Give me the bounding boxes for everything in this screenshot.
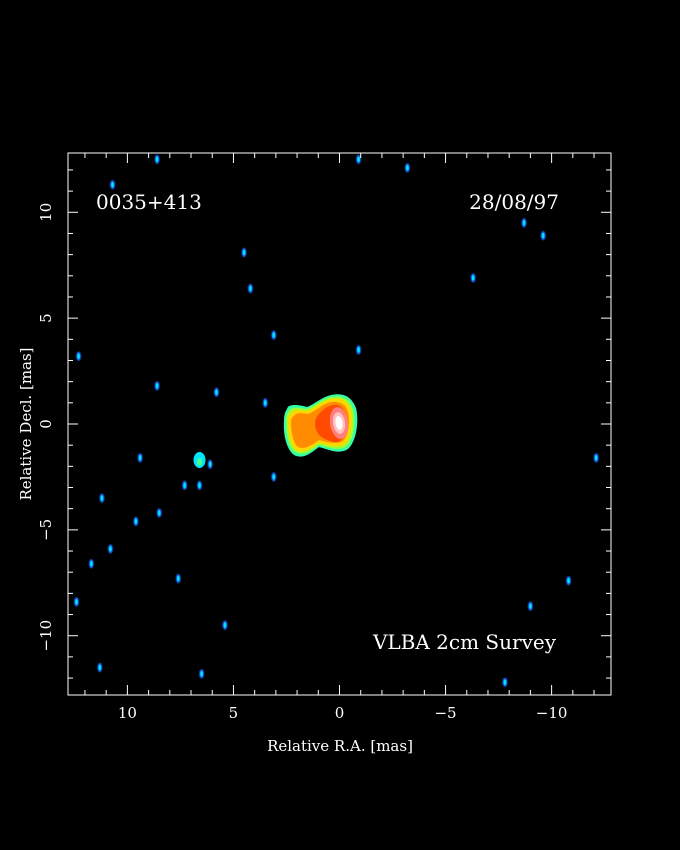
source-emission — [283, 394, 358, 457]
axis-tick-labels: 10 5 0 −5 −10 10 5 0 −5 −10 — [37, 203, 567, 722]
noise-feature — [593, 453, 599, 463]
y-tick-label: −5 — [37, 519, 55, 541]
noise-feature — [110, 180, 115, 190]
noise-feature — [182, 480, 188, 490]
x-tick-label: 0 — [335, 704, 345, 722]
noise-feature — [133, 516, 139, 526]
noise-feature — [470, 273, 476, 283]
noise-feature — [540, 230, 546, 241]
noise-feature — [241, 247, 247, 258]
core-peak — [335, 416, 343, 430]
axis-ticks — [68, 153, 611, 695]
noise-feature — [156, 508, 162, 518]
noise-feature — [76, 351, 82, 361]
noise-feature — [154, 154, 160, 164]
noise-feature — [271, 330, 277, 340]
noise-feature — [404, 163, 410, 173]
noise-feature — [175, 573, 181, 584]
survey-label: VLBA 2cm Survey — [372, 630, 557, 654]
noise-feature — [197, 480, 202, 490]
noise-feature — [74, 597, 79, 607]
noise-feature — [199, 669, 205, 679]
noise-feature — [521, 218, 527, 228]
observation-date-label: 28/08/97 — [469, 190, 559, 214]
y-tick-label: 5 — [37, 313, 55, 323]
source-name-label: 0035+413 — [96, 190, 202, 214]
y-axis-title: Relative Decl. [mas] — [17, 347, 35, 500]
noise-feature — [108, 544, 113, 554]
noise-feature — [154, 381, 160, 391]
noise-features — [74, 154, 599, 687]
noise-feature — [271, 472, 277, 482]
y-tick-label: −10 — [37, 620, 55, 652]
noise-feature — [527, 601, 533, 611]
noise-feature — [99, 493, 105, 503]
y-tick-label: 0 — [37, 419, 55, 429]
noise-feature — [214, 387, 219, 397]
noise-feature — [356, 154, 361, 164]
x-axis-title: Relative R.A. [mas] — [267, 737, 413, 755]
x-tick-label: 10 — [118, 704, 137, 722]
noise-feature — [137, 453, 143, 463]
x-tick-label: 5 — [229, 704, 239, 722]
noise-knot — [193, 451, 206, 468]
x-tick-label: −5 — [434, 704, 456, 722]
noise-feature — [262, 398, 268, 408]
noise-feature — [88, 559, 94, 569]
noise-feature — [222, 620, 228, 630]
noise-feature — [356, 345, 361, 355]
noise-feature — [248, 283, 253, 294]
y-tick-label: 10 — [37, 203, 55, 222]
noise-feature — [97, 662, 103, 673]
noise-feature — [566, 576, 571, 586]
noise-feature — [502, 677, 508, 687]
x-tick-label: −10 — [536, 704, 568, 722]
noise-feature — [207, 459, 213, 469]
